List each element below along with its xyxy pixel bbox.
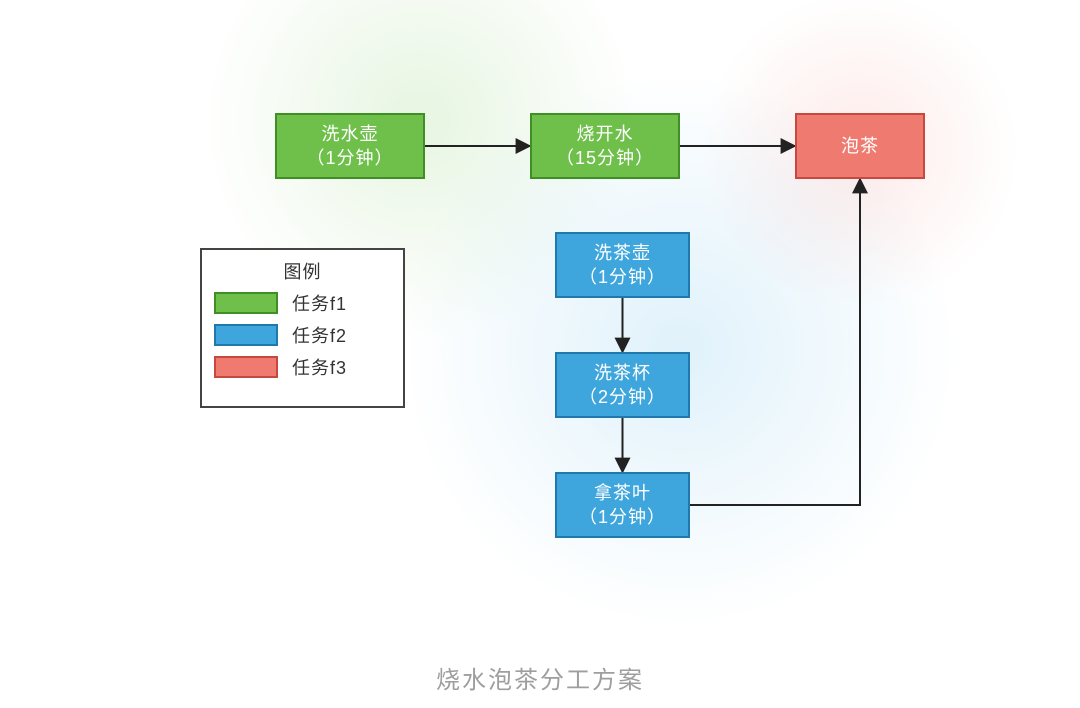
legend-row-f1: 任务f1 bbox=[214, 290, 391, 316]
figure-caption: 烧水泡茶分工方案 bbox=[0, 660, 1080, 695]
node-label: 烧开水 bbox=[577, 122, 634, 146]
node-wash-cup: 洗茶杯 （2分钟） bbox=[555, 352, 690, 418]
legend-label: 任务f3 bbox=[292, 354, 347, 380]
node-label: 拿茶叶 bbox=[594, 481, 651, 505]
node-label: 洗茶杯 bbox=[594, 361, 651, 385]
node-sublabel: （1分钟） bbox=[579, 505, 666, 529]
node-wash-kettle: 洗水壶 （1分钟） bbox=[275, 113, 425, 179]
legend-box: 图例 任务f1 任务f2 任务f3 bbox=[200, 248, 405, 408]
legend-row-f3: 任务f3 bbox=[214, 354, 391, 380]
node-label: 洗水壶 bbox=[322, 122, 379, 146]
legend-swatch-f3 bbox=[214, 356, 278, 378]
legend-label: 任务f1 bbox=[292, 290, 347, 316]
legend-swatch-f1 bbox=[214, 292, 278, 314]
node-sublabel: （1分钟） bbox=[579, 265, 666, 289]
legend-title: 图例 bbox=[202, 258, 403, 284]
edge bbox=[690, 179, 860, 505]
node-make-tea: 泡茶 bbox=[795, 113, 925, 179]
node-label: 泡茶 bbox=[841, 134, 879, 158]
node-sublabel: （15分钟） bbox=[556, 146, 654, 170]
node-label: 洗茶壶 bbox=[594, 241, 651, 265]
node-get-leaves: 拿茶叶 （1分钟） bbox=[555, 472, 690, 538]
node-sublabel: （1分钟） bbox=[306, 146, 393, 170]
legend-row-f2: 任务f2 bbox=[214, 322, 391, 348]
node-sublabel: （2分钟） bbox=[579, 385, 666, 409]
legend-swatch-f2 bbox=[214, 324, 278, 346]
node-wash-teapot: 洗茶壶 （1分钟） bbox=[555, 232, 690, 298]
legend-label: 任务f2 bbox=[292, 322, 347, 348]
node-boil-water: 烧开水 （15分钟） bbox=[530, 113, 680, 179]
edges-layer bbox=[0, 0, 1080, 708]
